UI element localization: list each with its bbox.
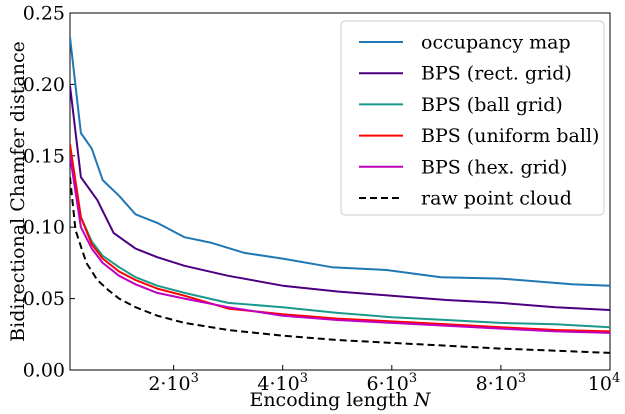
legend-label-raw-point-cloud: raw point cloud <box>421 188 572 210</box>
plot-frame <box>69 12 611 371</box>
x-tick-exponent: 3 <box>518 371 526 386</box>
x-axis: 2·103 4·103 6·103 8·103 104 <box>148 365 620 395</box>
x-tick-exponent: 3 <box>191 371 199 386</box>
legend-label-bps-hex-grid: BPS (hex. grid) <box>421 156 567 178</box>
x-tick-mantissa: 2 <box>148 373 160 395</box>
x-tick-exponent: 3 <box>300 371 308 386</box>
legend-label-bps-ball-grid: BPS (ball grid) <box>421 94 563 116</box>
x-tick-mantissa: 4 <box>257 373 269 395</box>
legend-frame <box>340 20 605 216</box>
x-tick-mantissa: 8 <box>476 373 488 395</box>
x-axis-title-text: Encoding length <box>249 389 407 411</box>
x-tick-label: 104 <box>588 371 620 395</box>
series-line-bps-rect-grid <box>70 85 610 311</box>
series-line-bps-hex-grid <box>70 155 610 334</box>
x-axis-title-variable: N <box>413 389 432 411</box>
x-tick-exponent: 4 <box>612 371 620 386</box>
y-tick-label: 0.10 <box>23 217 65 239</box>
x-tick-base: ·10 <box>160 373 190 395</box>
x-tick-label: 4·103 <box>257 371 308 395</box>
x-tick-label: 6·103 <box>367 371 418 395</box>
y-axis-title: Bidirectional Chamfer distance <box>7 41 29 342</box>
x-tick-base: ·10 <box>270 373 300 395</box>
x-tick-base: ·10 <box>488 373 518 395</box>
y-tick-label: 0.25 <box>23 3 65 25</box>
series-line-occupancy-map <box>70 37 610 287</box>
y-tick-label: 0.05 <box>23 288 65 310</box>
y-tick-label: 0.20 <box>23 74 65 96</box>
x-tick-mantissa: 6 <box>367 373 379 395</box>
series-line-bps-ball-grid <box>70 148 610 329</box>
x-axis-title: Encoding length N <box>249 389 431 411</box>
series-line-raw-point-cloud <box>70 177 610 354</box>
y-axis: 0.00 0.05 0.10 0.15 0.20 0.25 <box>23 3 75 382</box>
legend: occupancy map BPS (rect. grid) BPS (ball g… <box>340 20 605 216</box>
legend-label-bps-rect-grid: BPS (rect. grid) <box>421 63 572 85</box>
y-tick-label: 0.15 <box>23 145 65 167</box>
x-tick-exponent: 3 <box>409 371 417 386</box>
legend-label-bps-uniform-ball: BPS (uniform ball) <box>421 125 599 147</box>
legend-label-occupancy-map: occupancy map <box>421 32 571 54</box>
x-tick-base: ·10 <box>379 373 409 395</box>
x-tick-base: 10 <box>588 373 612 395</box>
series-layer <box>70 37 610 354</box>
x-tick-label: 2·103 <box>148 371 199 395</box>
y-tick-label: 0.00 <box>23 360 65 382</box>
x-tick-label: 8·103 <box>476 371 527 395</box>
